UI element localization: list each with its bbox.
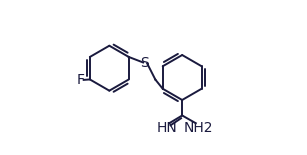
Text: NH2: NH2 bbox=[183, 121, 213, 135]
Text: HN: HN bbox=[157, 121, 178, 135]
Text: F: F bbox=[76, 73, 84, 87]
Text: S: S bbox=[141, 56, 149, 70]
